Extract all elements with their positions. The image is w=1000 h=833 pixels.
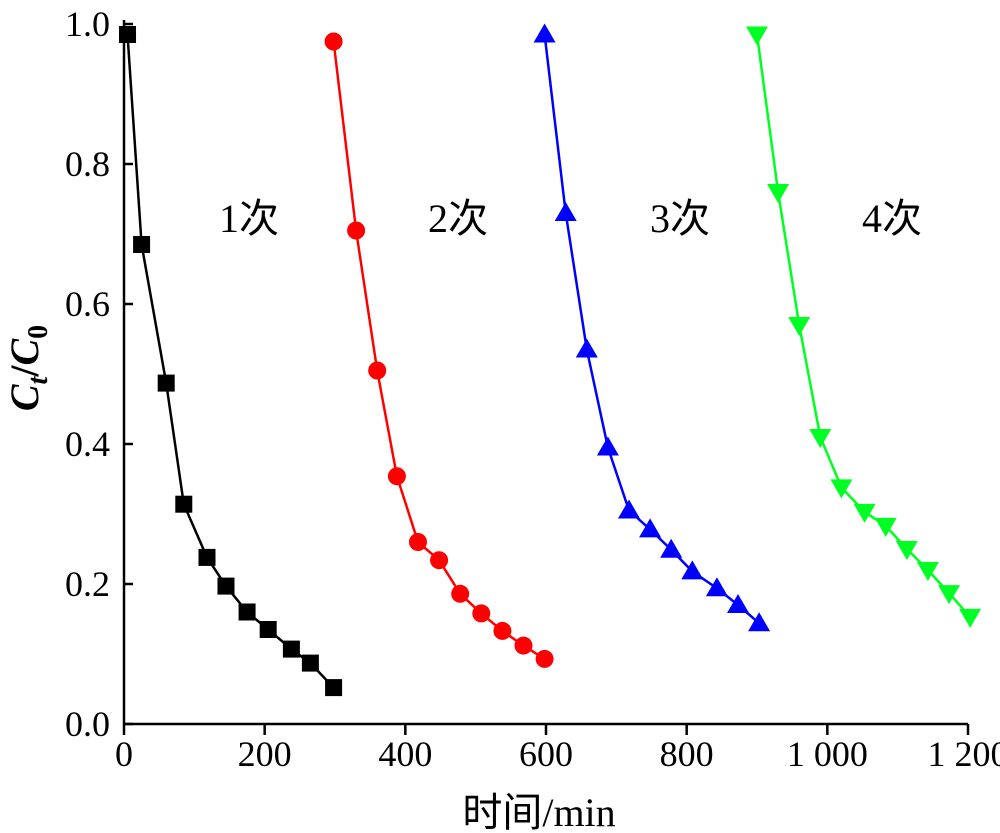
data-point [325, 679, 343, 697]
data-point [874, 517, 897, 537]
data-point [451, 584, 470, 603]
series-label: 1次 [219, 196, 279, 241]
data-point [472, 604, 491, 623]
data-point [727, 594, 750, 613]
data-point [493, 621, 512, 640]
data-point [217, 577, 235, 595]
y-axis-title: Ct/C0 [2, 325, 54, 411]
data-point [387, 467, 406, 486]
data-point [119, 26, 137, 43]
y-axis-title-c2: C [2, 338, 47, 366]
data-point [895, 541, 918, 560]
x-tick-label: 200 [238, 734, 292, 774]
series-3 [533, 23, 771, 632]
series-label: 4次 [862, 196, 922, 241]
y-axis-title-sub1: t [23, 375, 54, 384]
data-point [198, 548, 216, 566]
data-point [408, 533, 427, 551]
data-point [157, 374, 175, 392]
x-tick-label: 0 [115, 734, 133, 774]
data-point [746, 26, 768, 46]
data-point [767, 184, 790, 203]
data-point [324, 32, 343, 51]
y-tick-label: 0.4 [65, 424, 110, 464]
data-point [853, 503, 876, 523]
y-tick-label: 1.0 [65, 4, 110, 44]
data-point [681, 560, 704, 580]
data-point [301, 654, 319, 672]
x-tick-label: 800 [660, 734, 714, 774]
annotations: 1次 2次 3次 4次 [219, 196, 922, 241]
x-axis-ticks: 0 200 400 600 800 1 000 1 200 [115, 724, 1000, 774]
y-tick-label: 0.0 [65, 704, 110, 744]
data-point [175, 495, 193, 513]
y-tick-label: 0.6 [65, 284, 110, 324]
series-1 [119, 26, 343, 697]
series-2 [324, 32, 554, 668]
data-point [533, 23, 556, 43]
series-label: 3次 [650, 196, 710, 241]
series-label: 2次 [428, 196, 488, 241]
y-axis-ticks: 0.0 0.2 0.4 0.6 0.8 1.0 [65, 4, 133, 744]
y-tick-label: 0.8 [65, 144, 110, 184]
x-tick-label: 600 [519, 734, 573, 774]
series-layer [119, 23, 982, 697]
data-point [430, 551, 449, 570]
data-point [809, 429, 832, 448]
x-axis-title: 时间/min [462, 790, 615, 833]
data-point [788, 317, 811, 336]
data-point [959, 608, 982, 628]
data-point [617, 499, 640, 519]
data-point [554, 202, 577, 221]
data-point [575, 338, 598, 358]
data-point [368, 361, 387, 380]
x-tick-label: 1 000 [787, 734, 868, 774]
y-axis-title-sub2: 0 [23, 325, 54, 339]
x-tick-label: 1 200 [928, 734, 1000, 774]
data-point [259, 621, 277, 638]
data-point [830, 479, 853, 499]
data-point [660, 538, 683, 558]
series-4 [746, 26, 982, 628]
x-tick-label: 400 [378, 734, 432, 774]
y-axis-title-c1: C [2, 383, 47, 411]
data-point [535, 649, 554, 668]
data-point [938, 585, 961, 605]
data-point [282, 640, 300, 658]
data-point [596, 436, 619, 456]
data-point [639, 518, 662, 538]
data-point [705, 577, 728, 597]
y-tick-label: 0.2 [65, 564, 110, 604]
data-point [133, 236, 151, 253]
data-point [347, 221, 366, 240]
series-line [755, 34, 972, 618]
data-point [514, 636, 533, 655]
data-point [238, 603, 256, 621]
data-point [748, 612, 771, 632]
data-point [916, 562, 939, 581]
y-axis-title-slash: / [2, 365, 47, 378]
